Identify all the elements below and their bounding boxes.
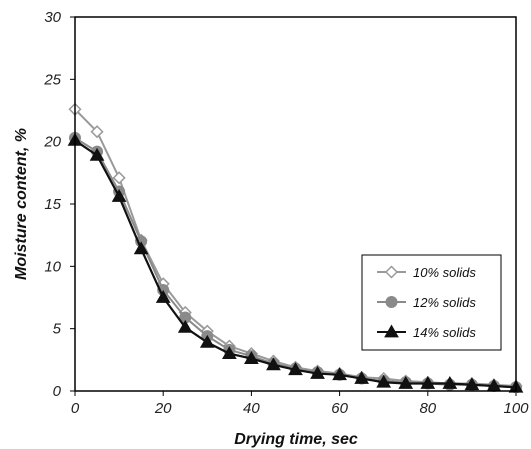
legend-label: 10% solids (413, 265, 476, 280)
y-tick-label: 30 (44, 9, 61, 26)
data-point (133, 241, 149, 255)
y-tick-label: 5 (53, 321, 62, 338)
data-point (332, 367, 347, 381)
x-axis-ticks: 0 20 40 60 80 100 (71, 391, 529, 417)
x-tick-label: 80 (419, 400, 436, 417)
legend-label: 14% solids (413, 325, 476, 340)
data-point (89, 147, 105, 161)
data-point (177, 319, 193, 333)
series-3 (67, 132, 524, 393)
x-tick-label: 60 (331, 400, 348, 417)
y-tick-label: 15 (44, 196, 61, 213)
data-point (111, 189, 127, 202)
data-point (155, 289, 171, 303)
legend: 10% solids 12% solids 14% solids (361, 254, 502, 351)
data-point (244, 351, 259, 364)
y-tick-label: 10 (44, 258, 61, 275)
x-tick-label: 20 (154, 400, 172, 417)
data-point (288, 362, 303, 376)
legend-marker (384, 265, 399, 279)
y-tick-label: 20 (43, 134, 61, 151)
data-point (442, 376, 458, 389)
x-tick-label: 100 (503, 400, 529, 417)
x-tick-label: 40 (243, 400, 260, 417)
data-point (398, 376, 414, 389)
y-tick-label: 25 (43, 71, 61, 88)
data-point (90, 125, 104, 139)
plot-area-frame (74, 16, 517, 392)
x-axis-title: Drying time, sec (234, 431, 358, 448)
data-point (266, 357, 281, 371)
series-layer (67, 102, 524, 394)
x-tick-label: 0 (71, 400, 80, 417)
data-point (310, 366, 325, 379)
legend-marker (385, 296, 398, 308)
data-point (199, 334, 215, 348)
y-axis-title: Moisture content, % (13, 128, 30, 280)
data-point (221, 346, 237, 359)
data-point (464, 377, 480, 391)
data-point (112, 171, 126, 185)
y-axis-ticks: 0 5 10 15 20 25 30 (43, 9, 75, 400)
legend-marker (384, 324, 399, 338)
data-point (420, 376, 436, 389)
y-tick-label: 0 (53, 383, 62, 400)
data-point (376, 374, 392, 388)
legend-label: 12% solids (413, 295, 476, 310)
data-point (354, 371, 370, 384)
